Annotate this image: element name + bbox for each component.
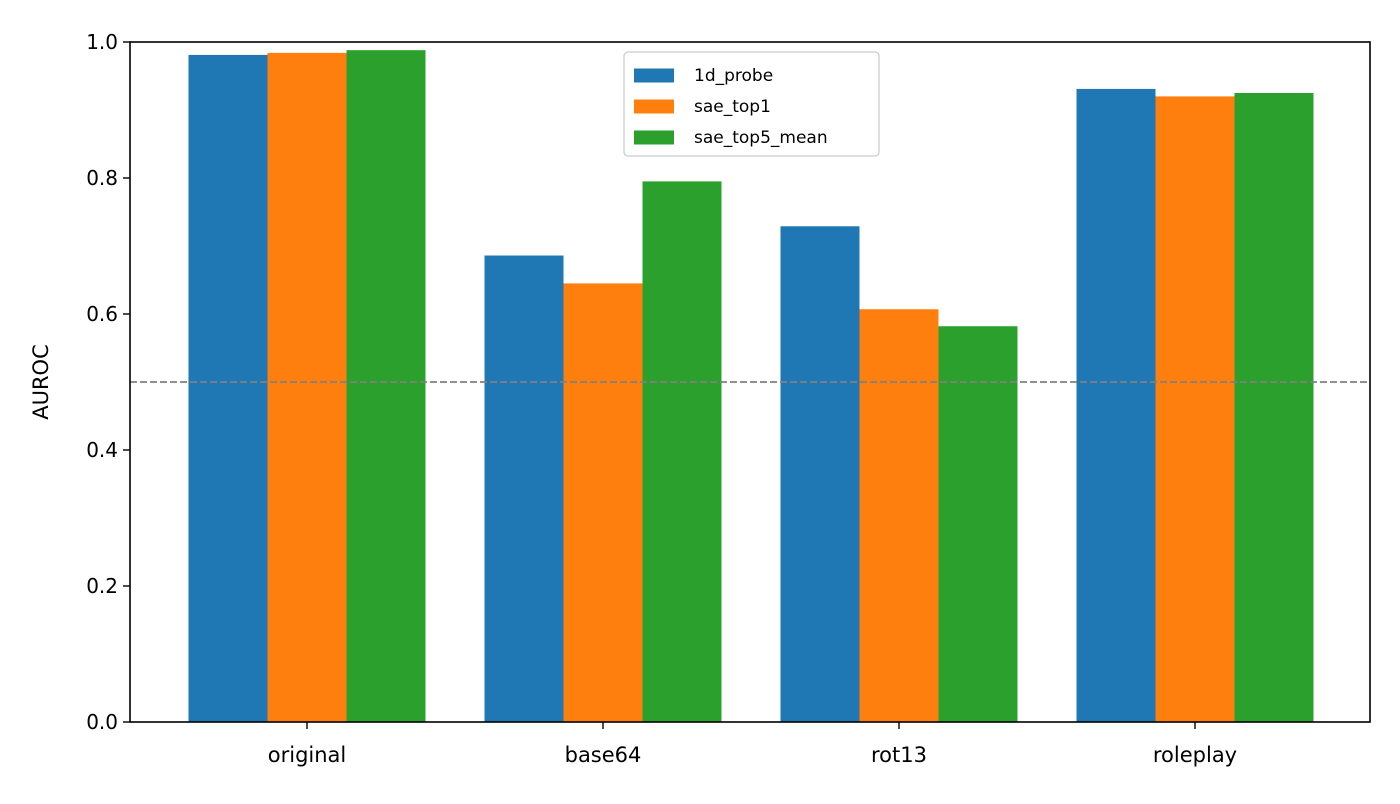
legend-swatch-sae-top5-mean bbox=[634, 130, 674, 145]
bars-group bbox=[188, 50, 1314, 723]
bar-sae-top1-rot13 bbox=[859, 309, 939, 722]
bar-1d-probe-roleplay bbox=[1076, 88, 1156, 723]
x-tick-label-rot13: rot13 bbox=[871, 743, 927, 767]
y-tick-label: 1.0 bbox=[86, 30, 118, 54]
plot-frame bbox=[129, 41, 1371, 723]
bar-sae-top5-mean-original bbox=[346, 50, 426, 723]
bar-sae-top1-roleplay bbox=[1155, 96, 1235, 722]
x-tick-label-roleplay: roleplay bbox=[1153, 743, 1237, 767]
bar-sae-top5-mean-base64 bbox=[642, 181, 722, 722]
x-axis: original base64 rot13 roleplay bbox=[268, 722, 1237, 767]
y-tick-label: 0.8 bbox=[86, 166, 118, 190]
legend-swatch-1d-probe bbox=[634, 68, 674, 83]
legend: 1d_probe sae_top1 sae_top5_mean bbox=[623, 51, 880, 157]
y-tick-label: 0.4 bbox=[86, 438, 118, 462]
legend-label-1d-probe: 1d_probe bbox=[694, 66, 773, 86]
y-axis: 0.0 0.2 0.4 0.6 0.8 1.0 bbox=[86, 30, 130, 734]
legend-label-sae-top1: sae_top1 bbox=[694, 97, 771, 117]
x-tick-label-original: original bbox=[268, 743, 347, 767]
bar-1d-probe-rot13 bbox=[780, 226, 860, 722]
legend-label-sae-top5-mean: sae_top5_mean bbox=[694, 128, 828, 148]
legend-swatch-sae-top1 bbox=[634, 99, 674, 114]
bar-sae-top5-mean-rot13 bbox=[938, 326, 1018, 722]
y-tick-label: 0.0 bbox=[86, 710, 118, 734]
bar-sae-top5-mean-roleplay bbox=[1234, 93, 1314, 722]
y-tick-label: 0.6 bbox=[86, 302, 118, 326]
x-tick-label-base64: base64 bbox=[565, 743, 642, 767]
bar-1d-probe-base64 bbox=[484, 255, 564, 722]
legend-box bbox=[623, 51, 880, 157]
bar-1d-probe-original bbox=[188, 54, 268, 723]
bar-sae-top1-original bbox=[267, 52, 347, 722]
bar-sae-top1-base64 bbox=[563, 283, 643, 722]
y-tick-label: 0.2 bbox=[86, 574, 118, 598]
y-axis-label: AUROC bbox=[29, 344, 53, 420]
